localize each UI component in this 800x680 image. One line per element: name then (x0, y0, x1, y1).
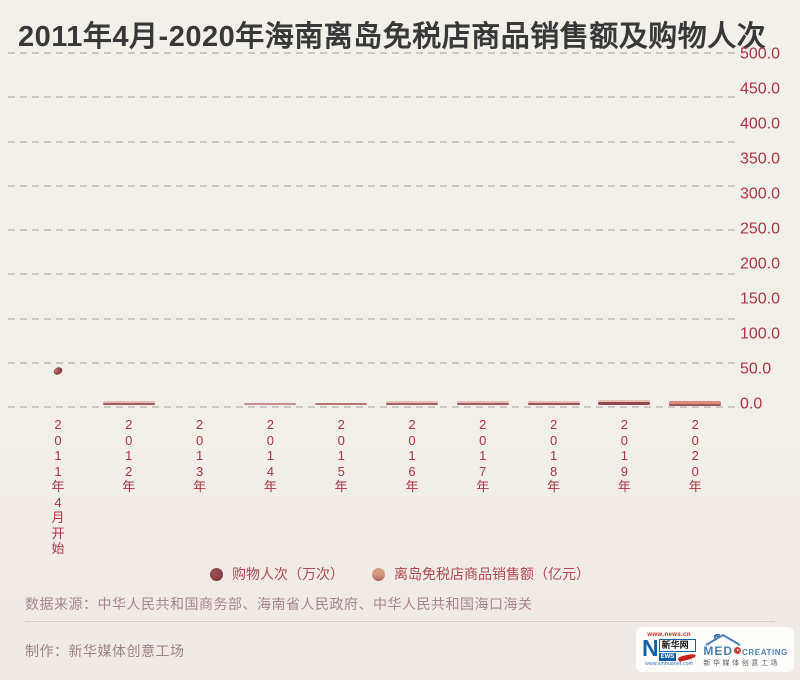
xinhuanet-url-top: www.news.cn (647, 632, 691, 638)
chart-legend: 购物人次（万次） 离岛免税店商品销售额（亿元） (210, 564, 590, 584)
xinhuanet-logo: www.news.cn N 新华网 EWS www.xinhuanet.com (642, 632, 697, 667)
y-axis-tick-label: 200.0 (740, 255, 781, 273)
gridline (8, 140, 737, 143)
xinhuanet-news-rest: EWS (658, 653, 677, 661)
xinhuanet-url-bottom: www.xinhuanet.com (645, 661, 694, 667)
xinhuanet-n-glyph-icon: N (642, 635, 659, 661)
legend-entry-sales: 离岛免税店商品销售额（亿元） (372, 564, 590, 584)
y-axis-tick-label: 150.0 (740, 290, 781, 308)
x-axis-category-label: 2 0 1 9 年 (617, 417, 631, 494)
x-axis-category-label: 2 0 1 1 年 4 月 开 始 (51, 417, 65, 556)
gridline (8, 273, 737, 276)
sales-data-segment (598, 401, 651, 405)
legend-label-sales: 离岛免税店商品销售额（亿元） (394, 566, 590, 582)
production-credit: 制作：新华媒体创意工场 (25, 643, 185, 659)
x-axis-category-label: 2 0 1 2 年 (122, 417, 136, 494)
y-axis-tick-label: 350.0 (740, 150, 781, 168)
x-axis-category-label: 2 0 1 7 年 (476, 417, 490, 494)
sales-data-segment (527, 402, 580, 405)
x-axis-category-label: 2 0 2 0 年 (688, 417, 702, 494)
x-axis-category-label: 2 0 1 5 年 (334, 417, 348, 494)
sales-data-segment (315, 402, 368, 405)
x-axis-category-label: 2 0 1 6 年 (405, 417, 419, 494)
chart-title: 2011年4月-2020年海南离岛免税店商品销售额及购物人次 (18, 21, 767, 53)
xinhuanet-brand: 新华网 (658, 639, 697, 652)
legend-entry-visits: 购物人次（万次） (210, 564, 344, 584)
y-axis-tick-label: 400.0 (740, 115, 781, 133)
medcreating-roof-icon (705, 633, 741, 646)
y-axis-tick-label: 450.0 (740, 80, 781, 98)
sales-data-segment (386, 402, 438, 405)
y-axis-tick-label: 500.0 (740, 45, 781, 63)
medcreating-subtitle: 新华媒体创意工场 (703, 659, 781, 667)
gridline (8, 317, 737, 320)
gridline (8, 52, 737, 54)
medcreating-brand-small: CREATING (742, 647, 788, 657)
medcreating-logo: MED CREATING 新华媒体创意工场 (703, 633, 788, 667)
x-axis-category-label: 2 0 1 4 年 (263, 417, 277, 494)
medcreating-play-icon (734, 647, 742, 654)
data-source-note: 数据来源：中华人民共和国商务部、海南省人民政府、中华人民共和国海口海关 (25, 596, 533, 612)
y-axis-tick-label: 0.0 (740, 395, 763, 413)
visits-series-marker-icon (210, 567, 223, 581)
sales-data-segment (456, 402, 509, 405)
y-axis-tick-label: 100.0 (740, 325, 781, 343)
footer-divider (25, 621, 775, 622)
sales-data-segment (102, 402, 155, 405)
x-axis-category-label: 2 0 1 3 年 (193, 417, 207, 494)
y-axis-tick-label: 300.0 (740, 185, 781, 203)
sales-series-marker-icon (372, 567, 385, 581)
x-axis-category-label: 2 0 1 8 年 (547, 417, 561, 494)
gridline (8, 406, 737, 408)
y-axis-tick-label: 250.0 (740, 220, 781, 238)
logo-panel: www.news.cn N 新华网 EWS www.xinhuanet.com (636, 627, 794, 672)
legend-label-visits: 购物人次（万次） (232, 566, 344, 582)
gridline (8, 361, 737, 364)
visits-data-point (52, 366, 64, 377)
sales-data-segment (669, 401, 722, 405)
gridline (8, 96, 737, 99)
gridline (8, 184, 737, 187)
medcreating-brand-big: MED (703, 643, 734, 658)
y-axis-tick-label: 50.0 (740, 360, 772, 378)
gridline (8, 229, 737, 231)
sales-data-segment (244, 402, 297, 405)
